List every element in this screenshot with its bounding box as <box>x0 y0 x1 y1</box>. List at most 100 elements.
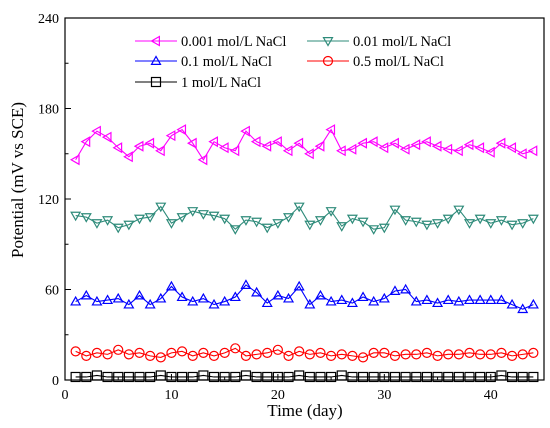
series-4 <box>70 370 539 383</box>
data-point <box>272 344 283 355</box>
data-point <box>176 124 187 136</box>
data-point <box>326 371 337 383</box>
series-line-1 <box>75 205 534 230</box>
data-point <box>495 216 507 226</box>
data-point <box>176 291 188 302</box>
data-point <box>314 140 325 152</box>
data-point <box>197 210 209 220</box>
data-point <box>485 371 496 383</box>
data-point <box>315 371 326 383</box>
data-point <box>336 145 346 157</box>
data-point <box>506 142 517 154</box>
data-point <box>112 142 123 154</box>
series-line-0 <box>75 128 534 161</box>
data-point <box>357 217 369 228</box>
data-point <box>102 216 114 226</box>
x-tick-label: 30 <box>377 388 391 403</box>
data-point <box>399 143 410 155</box>
data-point <box>315 347 326 358</box>
data-point <box>368 347 379 358</box>
data-point <box>475 371 486 383</box>
data-point <box>145 371 156 383</box>
data-point <box>293 137 304 149</box>
data-point <box>432 219 444 229</box>
data-point <box>367 136 378 148</box>
data-point <box>218 142 229 154</box>
data-point <box>187 350 198 361</box>
data-point <box>421 347 433 358</box>
data-point <box>485 294 497 305</box>
data-point <box>144 213 156 223</box>
data-point <box>282 213 295 223</box>
data-point <box>113 344 124 355</box>
x-tick-label: 40 <box>484 388 498 403</box>
data-point <box>251 217 263 228</box>
data-point <box>453 295 465 306</box>
data-point <box>421 294 433 305</box>
data-point <box>463 219 476 229</box>
data-point <box>357 371 369 383</box>
legend-label: 1 mol/L NaCl <box>181 75 261 91</box>
series-1 <box>70 202 539 235</box>
data-point <box>176 371 188 383</box>
data-point <box>144 298 156 309</box>
data-point <box>304 298 316 309</box>
data-point <box>325 124 336 136</box>
data-point <box>91 347 103 358</box>
series-2 <box>70 279 539 314</box>
data-point <box>378 223 390 234</box>
data-point <box>166 347 177 358</box>
data-point <box>400 216 412 226</box>
x-tick-label: 20 <box>271 388 285 403</box>
data-point <box>272 219 284 229</box>
data-point <box>294 346 305 357</box>
data-point <box>517 148 527 160</box>
y-tick-label: 240 <box>38 12 59 27</box>
data-point <box>91 219 103 229</box>
data-point <box>123 298 135 309</box>
data-point <box>81 350 92 361</box>
data-point <box>496 347 507 358</box>
data-point <box>389 371 401 383</box>
data-point <box>421 371 433 383</box>
data-point <box>219 347 230 358</box>
data-point <box>282 292 295 303</box>
data-point <box>112 292 124 303</box>
data-point <box>506 350 518 361</box>
data-point <box>442 294 454 305</box>
data-point <box>475 349 486 360</box>
data-point <box>325 295 337 306</box>
data-point <box>282 145 293 157</box>
data-point <box>70 211 82 222</box>
y-tick-label: 60 <box>45 284 59 299</box>
data-point <box>240 350 252 361</box>
data-point <box>368 295 380 306</box>
data-point <box>219 371 230 383</box>
data-point <box>485 146 495 158</box>
data-point <box>187 137 197 149</box>
data-point <box>208 350 220 361</box>
data-point <box>165 280 177 291</box>
data-point <box>357 137 368 149</box>
data-point <box>443 371 454 383</box>
data-point <box>230 371 241 383</box>
data-point <box>102 371 113 383</box>
data-point <box>187 371 198 383</box>
legend-item: 0.01 mol/L NaCl <box>307 34 451 50</box>
data-point <box>527 145 538 157</box>
data-point <box>208 298 220 309</box>
data-point <box>474 214 486 225</box>
series-line-2 <box>75 284 534 310</box>
data-point <box>527 298 539 309</box>
data-point <box>314 216 327 226</box>
data-point <box>261 223 273 234</box>
legend-label: 0.5 mol/L NaCl <box>353 54 444 70</box>
data-point <box>325 207 337 217</box>
legend-item: 0.5 mol/L NaCl <box>307 54 444 70</box>
data-point <box>517 219 529 229</box>
data-point <box>133 140 144 152</box>
data-point <box>485 349 496 360</box>
data-point <box>431 140 442 152</box>
data-point <box>368 371 379 383</box>
